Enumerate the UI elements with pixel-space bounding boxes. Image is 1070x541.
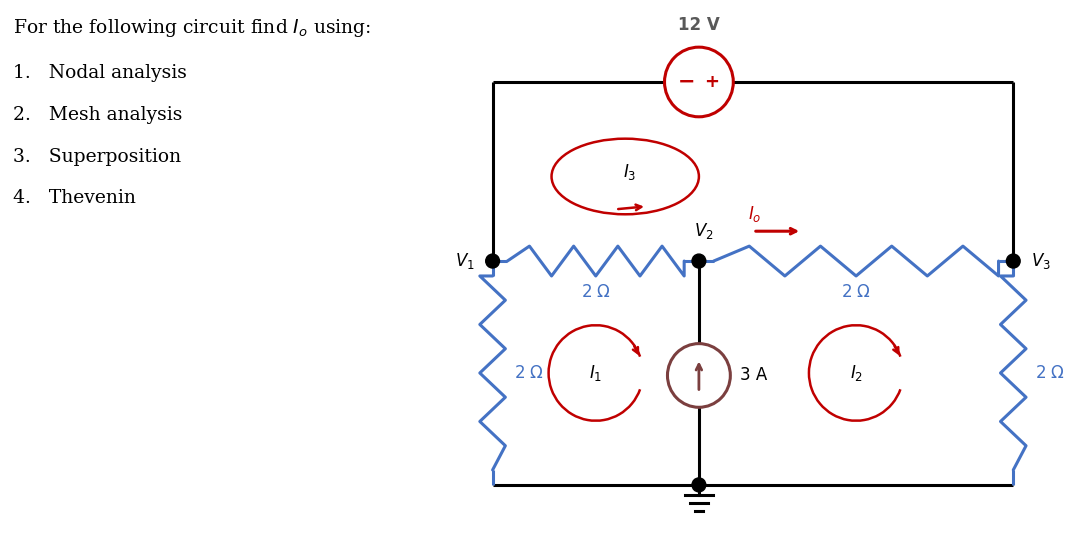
Text: 2 $\Omega$: 2 $\Omega$ — [515, 364, 545, 382]
Circle shape — [692, 478, 706, 492]
Text: 2 $\Omega$: 2 $\Omega$ — [841, 283, 871, 301]
Text: −: − — [677, 72, 694, 92]
Text: 3 A: 3 A — [740, 366, 767, 385]
Text: 2 $\Omega$: 2 $\Omega$ — [1035, 364, 1065, 382]
Text: For the following circuit find $\boldsymbol{I_o}$ using:: For the following circuit find $\boldsym… — [13, 17, 371, 39]
Text: $I_1$: $I_1$ — [590, 363, 602, 383]
Circle shape — [1007, 254, 1020, 268]
Text: +: + — [704, 73, 719, 91]
Text: 3.   Superposition: 3. Superposition — [13, 148, 181, 166]
Circle shape — [486, 254, 500, 268]
Text: 1.   Nodal analysis: 1. Nodal analysis — [13, 64, 187, 82]
Text: $I_3$: $I_3$ — [624, 162, 637, 182]
Text: $V_1$: $V_1$ — [455, 251, 475, 271]
Text: $V_2$: $V_2$ — [694, 221, 714, 241]
Text: $I_2$: $I_2$ — [850, 363, 862, 383]
Text: 2.   Mesh analysis: 2. Mesh analysis — [13, 106, 183, 124]
Text: $\boldsymbol{I_o}$: $\boldsymbol{I_o}$ — [748, 204, 762, 224]
Circle shape — [692, 254, 706, 268]
Text: $V_3$: $V_3$ — [1031, 251, 1051, 271]
Text: 2 $\Omega$: 2 $\Omega$ — [581, 283, 611, 301]
Text: 4.   Thevenin: 4. Thevenin — [13, 189, 136, 207]
Text: 12 V: 12 V — [678, 16, 720, 34]
